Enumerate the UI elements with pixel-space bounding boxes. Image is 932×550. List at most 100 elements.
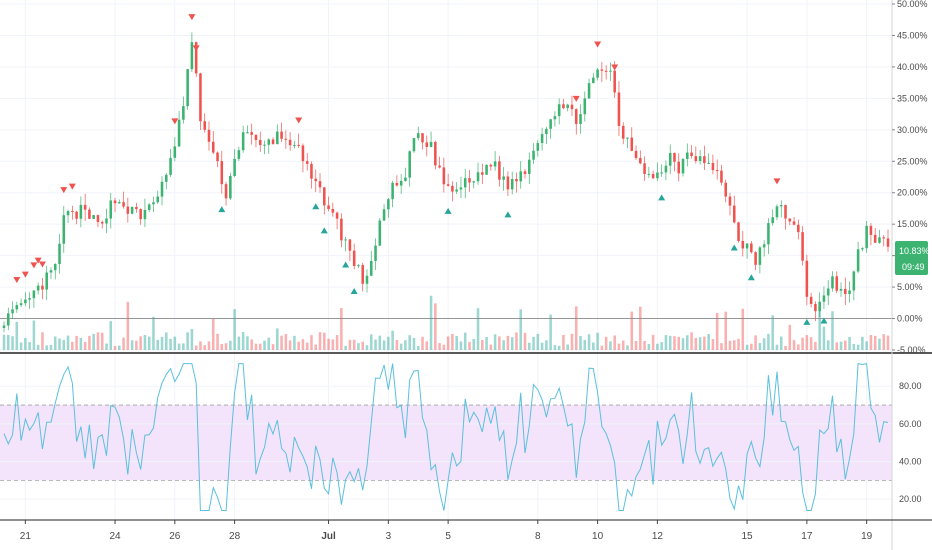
candle-body[interactable] bbox=[814, 303, 817, 312]
candle-body[interactable] bbox=[592, 77, 595, 84]
candle-body[interactable] bbox=[412, 138, 416, 152]
candle-body[interactable] bbox=[587, 83, 591, 99]
candle-body[interactable] bbox=[540, 134, 544, 144]
time-axis[interactable]: 21 24 26 28 Jul 3 5 8 10 12 15 17 19 bbox=[20, 520, 873, 542]
candle-body[interactable] bbox=[660, 172, 663, 174]
candle-body[interactable] bbox=[523, 171, 527, 174]
candle-body[interactable] bbox=[340, 218, 343, 241]
candle-body[interactable] bbox=[711, 162, 715, 171]
candle-body[interactable] bbox=[314, 178, 318, 182]
candle-body[interactable] bbox=[190, 42, 194, 70]
candle-body[interactable] bbox=[728, 196, 732, 206]
price-axis[interactable]: 50.00% 45.00% 40.00% 35.00% 30.00% 25.00% 20.0… bbox=[892, 0, 928, 355]
candle-body[interactable] bbox=[357, 265, 360, 267]
candle-body[interactable] bbox=[79, 204, 83, 219]
candle-body[interactable] bbox=[229, 175, 232, 199]
candle-body[interactable] bbox=[288, 139, 292, 146]
candle-body[interactable] bbox=[784, 205, 787, 219]
candle-body[interactable] bbox=[416, 133, 420, 139]
candle-body[interactable] bbox=[446, 184, 450, 186]
candle-body[interactable] bbox=[690, 152, 693, 157]
candle-body[interactable] bbox=[639, 158, 642, 164]
candle-body[interactable] bbox=[434, 141, 437, 166]
candle-body[interactable] bbox=[293, 144, 296, 146]
candle-body[interactable] bbox=[741, 240, 745, 249]
candle-body[interactable] bbox=[335, 212, 339, 219]
candle-body[interactable] bbox=[852, 271, 856, 291]
candle-body[interactable] bbox=[600, 69, 604, 71]
candle-body[interactable] bbox=[545, 128, 548, 135]
candle-body[interactable] bbox=[387, 199, 390, 210]
candle-body[interactable] bbox=[848, 290, 851, 295]
candle-body[interactable] bbox=[519, 171, 523, 182]
candle-body[interactable] bbox=[797, 224, 800, 233]
candle-body[interactable] bbox=[250, 132, 253, 135]
candle-body[interactable] bbox=[502, 176, 505, 180]
candle-body[interactable] bbox=[476, 172, 480, 182]
candle-body[interactable] bbox=[750, 243, 753, 253]
candle-body[interactable] bbox=[459, 187, 463, 190]
candle-body[interactable] bbox=[878, 237, 881, 243]
candle-body[interactable] bbox=[66, 210, 70, 216]
candle-body[interactable] bbox=[613, 70, 616, 93]
candle-body[interactable] bbox=[323, 187, 326, 206]
candle-body[interactable] bbox=[801, 232, 804, 261]
candle-body[interactable] bbox=[732, 205, 736, 223]
candle-body[interactable] bbox=[24, 299, 27, 304]
candle-body[interactable] bbox=[233, 158, 236, 176]
candle-body[interactable] bbox=[216, 152, 219, 162]
candle-body[interactable] bbox=[510, 179, 514, 190]
candle-body[interactable] bbox=[344, 239, 347, 241]
candle-body[interactable] bbox=[211, 141, 215, 153]
candle-body[interactable] bbox=[463, 178, 467, 188]
candle-body[interactable] bbox=[703, 156, 706, 164]
candle-body[interactable] bbox=[677, 161, 681, 174]
candle-body[interactable] bbox=[515, 179, 518, 182]
candle-body[interactable] bbox=[271, 139, 275, 145]
candle-body[interactable] bbox=[438, 165, 441, 168]
candle-body[interactable] bbox=[442, 167, 446, 185]
candle-body[interactable] bbox=[715, 170, 719, 172]
candle-body[interactable] bbox=[425, 142, 429, 147]
candle-body[interactable] bbox=[135, 206, 138, 210]
candle-body[interactable] bbox=[305, 161, 309, 164]
candle-body[interactable] bbox=[75, 211, 78, 219]
candle-body[interactable] bbox=[96, 215, 100, 223]
candle-body[interactable] bbox=[352, 250, 356, 266]
candle-body[interactable] bbox=[489, 164, 493, 167]
candle-body[interactable] bbox=[100, 222, 104, 224]
candle-body[interactable] bbox=[32, 290, 36, 299]
candle-body[interactable] bbox=[62, 215, 66, 244]
candle-body[interactable] bbox=[604, 70, 608, 72]
candle-body[interactable] bbox=[451, 185, 454, 192]
candle-body[interactable] bbox=[361, 265, 365, 284]
candle-body[interactable] bbox=[194, 42, 198, 74]
candle-body[interactable] bbox=[694, 156, 698, 162]
candle-body[interactable] bbox=[767, 223, 770, 245]
candle-body[interactable] bbox=[88, 209, 91, 219]
candle-body[interactable] bbox=[391, 182, 394, 200]
candle-body[interactable] bbox=[792, 221, 796, 225]
candle-body[interactable] bbox=[237, 150, 241, 159]
candle-body[interactable] bbox=[536, 143, 540, 151]
candle-body[interactable] bbox=[818, 301, 821, 312]
candle-body[interactable] bbox=[122, 202, 125, 207]
candle-body[interactable] bbox=[105, 218, 108, 224]
candle-body[interactable] bbox=[11, 309, 14, 314]
candle-body[interactable] bbox=[762, 244, 766, 248]
candle-body[interactable] bbox=[839, 288, 843, 291]
candle-body[interactable] bbox=[374, 245, 377, 261]
candle-body[interactable] bbox=[19, 303, 23, 306]
candle-body[interactable] bbox=[527, 159, 531, 174]
candle-body[interactable] bbox=[164, 174, 168, 182]
candle-body[interactable] bbox=[348, 239, 352, 251]
candle-body[interactable] bbox=[596, 69, 599, 78]
candle-body[interactable] bbox=[83, 204, 87, 210]
candle-body[interactable] bbox=[865, 225, 868, 249]
candle-body[interactable] bbox=[156, 196, 160, 203]
candle-body[interactable] bbox=[673, 152, 676, 162]
candle-body[interactable] bbox=[369, 260, 373, 276]
candle-body[interactable] bbox=[493, 161, 497, 167]
candle-body[interactable] bbox=[566, 104, 569, 109]
